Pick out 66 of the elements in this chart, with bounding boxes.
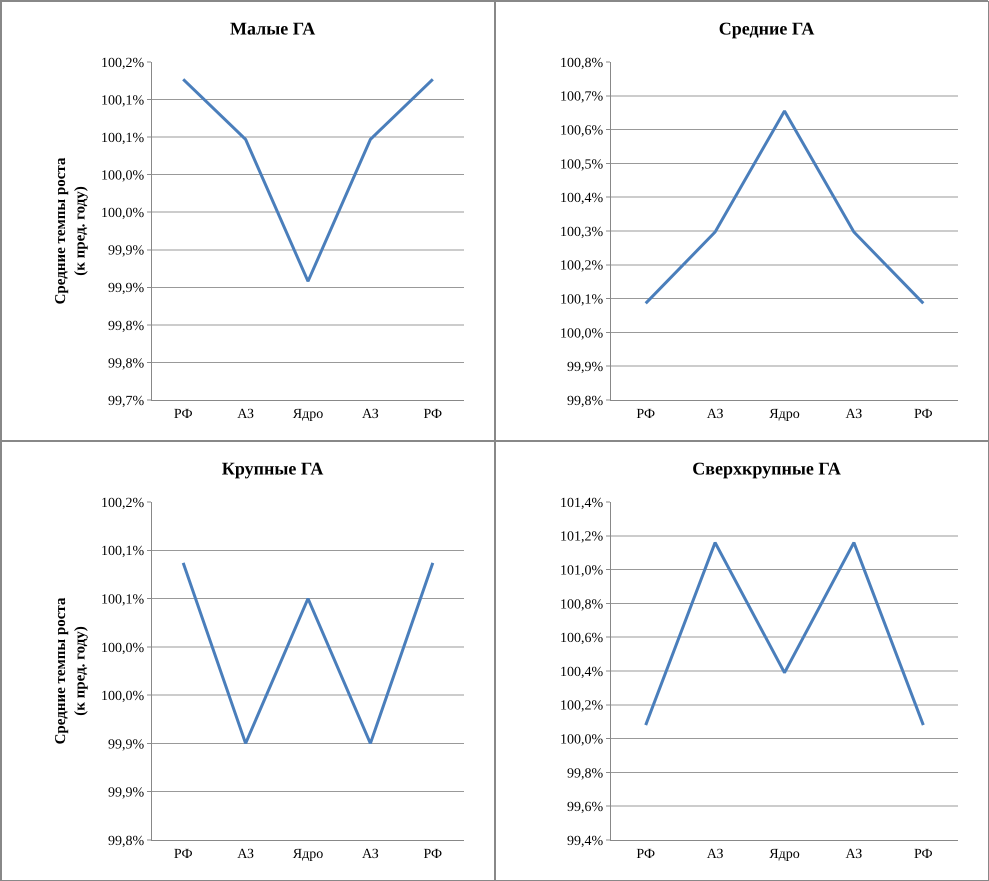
y-tick-label: 100,1% <box>101 131 145 146</box>
y-axis-title: Средние темпы роста (к пред. году) <box>52 157 88 304</box>
x-tick-label: АЗ <box>237 846 254 862</box>
y-tick-label: 99,9% <box>108 786 145 801</box>
y-tick-label: 99,4% <box>567 834 604 849</box>
y-tick-label: 100,7% <box>560 90 604 105</box>
x-tick-label: АЗ <box>237 406 254 422</box>
chart-title: Малые ГА <box>230 18 316 38</box>
y-tick-label: 100,1% <box>560 292 604 308</box>
x-tick-label: АЗ <box>362 846 379 862</box>
y-tick-label: 100,4% <box>560 191 604 206</box>
y-tick-label: 101,0% <box>560 564 604 578</box>
y-tick-label: 99,9% <box>108 244 145 259</box>
y-tick-label: 99,8% <box>567 766 604 782</box>
y-tick-label: 100,4% <box>560 664 604 680</box>
y-tick-label: 100,2% <box>560 698 604 714</box>
y-tick-label: 100,1% <box>101 93 145 108</box>
x-tick-label: АЗ <box>846 846 862 862</box>
x-tick-label: Ядро <box>769 406 800 422</box>
y-tick-label: 100,0% <box>101 206 145 222</box>
x-tick-label: АЗ <box>362 406 379 422</box>
x-tick-label: РФ <box>174 846 193 862</box>
y-tick-label: 100,6% <box>560 631 604 646</box>
y-tick-label: 100,6% <box>560 124 604 138</box>
y-tick-label: 100,0% <box>101 168 145 184</box>
x-tick-label: РФ <box>423 406 442 422</box>
x-tick-label: РФ <box>914 406 933 422</box>
chart-title: Сверхкрупные ГА <box>692 458 841 478</box>
y-tick-label: 99,8% <box>108 318 145 334</box>
y-tick-label: 100,2% <box>560 258 604 274</box>
x-tick-label: РФ <box>174 406 193 422</box>
y-tick-label: 100,3% <box>560 224 604 240</box>
y-tick-label: 100,8% <box>560 597 604 612</box>
y-tick-label: 99,8% <box>108 356 145 372</box>
chart-title: Крупные ГА <box>222 458 324 478</box>
y-tick-label: 101,2% <box>560 530 604 545</box>
y-tick-label: 100,0% <box>101 640 145 656</box>
x-tick-label: РФ <box>636 406 656 422</box>
y-tick-label: 100,8% <box>560 56 604 71</box>
y-tick-label: 101,4% <box>560 496 604 511</box>
y-tick-label: 100,1% <box>101 544 145 560</box>
y-tick-label: 100,2% <box>101 496 145 511</box>
y-tick-label: 99,8% <box>567 394 604 409</box>
x-tick-label: Ядро <box>292 406 324 422</box>
y-tick-label: 100,0% <box>101 689 145 704</box>
x-tick-label: РФ <box>636 846 656 862</box>
y-tick-label: 100,5% <box>560 157 604 172</box>
y-tick-label: 99,9% <box>567 360 604 376</box>
y-tick-label: 100,0% <box>560 326 604 342</box>
x-tick-label: РФ <box>914 846 933 862</box>
y-tick-label: 99,7% <box>108 394 145 409</box>
x-tick-label: АЗ <box>846 406 862 422</box>
x-tick-label: Ядро <box>292 846 324 862</box>
chart-title: Средние ГА <box>718 18 814 38</box>
y-axis-title: Средние темпы роста (к пред. году) <box>52 597 88 744</box>
y-tick-label: 99,9% <box>108 737 145 752</box>
y-tick-label: 99,6% <box>567 800 604 816</box>
y-tick-label: 100,1% <box>101 592 145 608</box>
y-tick-label: 100,2% <box>101 56 145 71</box>
y-tick-label: 100,0% <box>560 732 604 748</box>
x-tick-label: РФ <box>423 846 442 862</box>
y-tick-label: 99,9% <box>108 281 145 296</box>
x-tick-label: Ядро <box>769 846 800 862</box>
y-tick-label: 99,8% <box>108 834 145 849</box>
x-tick-label: АЗ <box>706 406 724 422</box>
x-tick-label: АЗ <box>706 846 724 862</box>
